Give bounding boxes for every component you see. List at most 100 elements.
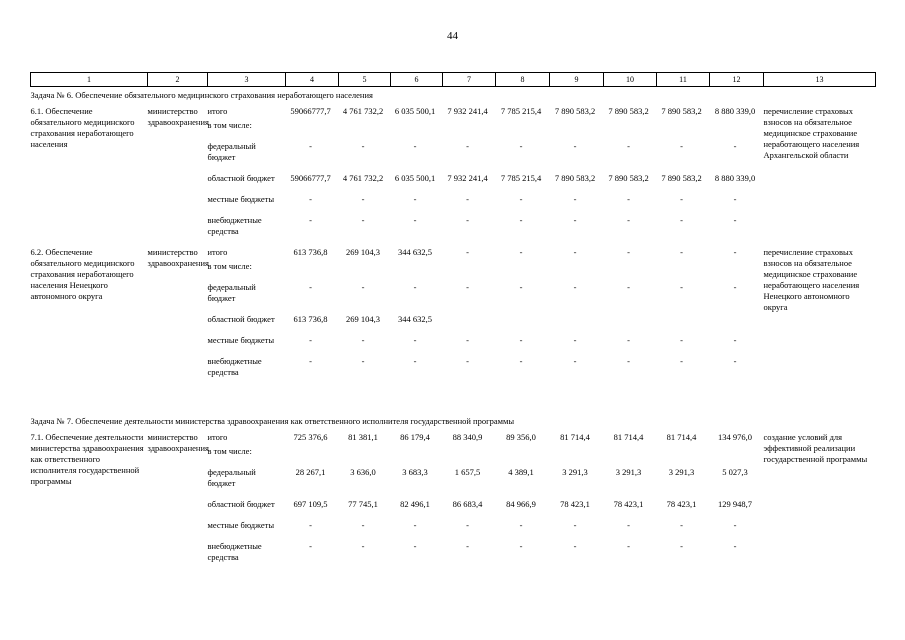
value-cell: - [309, 194, 312, 204]
value-cell [604, 314, 657, 335]
value-cell [443, 314, 496, 335]
value-cell: - [309, 215, 312, 225]
value-cell: - [413, 520, 417, 530]
value-cell: - [466, 356, 469, 366]
value-cell: - [519, 335, 523, 345]
value-cell: - [573, 520, 577, 530]
value-cell: - [309, 282, 312, 292]
value-cell: - [733, 541, 737, 551]
budget-line-label: местные бюджеты [207, 520, 275, 530]
column-number: 4 [285, 72, 339, 87]
budget-line-row: областной бюджет 697 109,5 77 745,1 82 496,… [31, 499, 876, 520]
value-cell: 89 356,0 [506, 432, 536, 442]
value-cell: - [680, 520, 683, 530]
executor: министерство здравоохранения [147, 432, 209, 453]
value-cell: 613 736,8 [293, 247, 328, 257]
value-cell: - [573, 541, 577, 551]
value-cell: - [361, 520, 365, 530]
value-cell: - [466, 141, 469, 151]
value-cell: 7 890 583,2 [554, 173, 596, 183]
value-cell: 86 179,4 [400, 432, 430, 442]
value-cell: - [309, 141, 312, 151]
column-number: 7 [442, 72, 496, 87]
value-cell: - [361, 141, 365, 151]
value-cell: 7 890 583,2 [554, 106, 596, 116]
value-cell: 88 340,9 [452, 432, 483, 442]
value-cell: - [309, 520, 312, 530]
value-cell [710, 314, 764, 335]
value-cell: 78 423,1 [613, 499, 644, 509]
value-cell: - [573, 215, 577, 225]
table-body: Задача № 6. Обеспечение обязательного ме… [31, 87, 876, 574]
value-cell: - [573, 335, 577, 345]
measure-name: 7.1. Обеспечение деятельности министерст… [30, 432, 144, 486]
value-cell: 3 683,3 [402, 467, 428, 477]
budget-line-label: областной бюджет [207, 499, 275, 509]
budget-line: местные бюджеты [208, 335, 286, 356]
value-cell: - [361, 356, 365, 366]
value-cell: 269 104,3 [346, 314, 380, 324]
value-cell: - [466, 282, 469, 292]
value-cell: - [733, 247, 737, 257]
budget-line-row: местные бюджеты - - - - - - - - - [31, 335, 876, 356]
budget-line-sublabel: в том числе: [207, 261, 252, 271]
budget-line-row: 7.1. Обеспечение деятельности министерст… [31, 432, 876, 486]
column-number: 10 [603, 72, 657, 87]
value-cell: - [573, 282, 577, 292]
value-cell: - [519, 541, 523, 551]
value-cell: - [680, 541, 683, 551]
value-cell: - [413, 282, 417, 292]
budget-line: итого в том числе: [208, 247, 286, 282]
value-cell: - [519, 282, 523, 292]
value-cell: - [627, 282, 630, 292]
value-cell: - [627, 194, 630, 204]
value-cell: - [361, 541, 365, 551]
budget-line-label: федеральный бюджет [207, 467, 256, 488]
value-cell: 1 657,5 [454, 467, 481, 477]
budget-line: областной бюджет [208, 173, 286, 194]
value-cell: 269 104,3 [346, 247, 380, 257]
value-cell: 725 376,6 [293, 432, 328, 442]
value-cell: 28 267,1 [295, 467, 326, 477]
column-number: 5 [338, 72, 391, 87]
value-cell: - [680, 141, 683, 151]
budget-line-row: федеральный бюджет - - - - - - - - - [31, 282, 876, 314]
executor: министерство здравоохранения [147, 106, 209, 127]
value-cell: - [466, 215, 469, 225]
table-header: 1 2 3 4 5 6 7 8 9 10 11 12 13 [30, 72, 876, 87]
budget-line-label: федеральный бюджет [207, 141, 256, 162]
value-cell: - [627, 141, 630, 151]
budget-line: итого в том числе: [208, 106, 286, 141]
value-cell: - [573, 194, 577, 204]
value-cell: - [466, 335, 469, 345]
column-number: 1 [30, 72, 148, 87]
value-cell: 59066777,7 [290, 106, 331, 116]
value-cell: - [733, 520, 737, 530]
budget-line-row: местные бюджеты - - - - - - - - - [31, 520, 876, 541]
value-cell: - [680, 356, 683, 366]
section-title: Задача № 6. Обеспечение обязательного ме… [30, 90, 373, 100]
value-cell: - [680, 247, 683, 257]
value-cell: - [680, 282, 683, 292]
value-cell: 3 291,3 [615, 467, 642, 477]
budget-line: местные бюджеты [208, 520, 286, 541]
expected-result: создание условий для эффективной реализа… [763, 432, 868, 464]
budget-line-label: областной бюджет [207, 173, 275, 183]
budget-line-row: федеральный бюджет 28 267,1 3 636,0 3 683,3… [31, 467, 876, 499]
value-cell: 86 683,4 [452, 499, 483, 509]
budget-line-row: 6.1. Обеспечение обязательного медицинск… [31, 106, 876, 160]
value-cell: - [413, 194, 417, 204]
measure-name: 6.1. Обеспечение обязательного медицинск… [30, 106, 135, 149]
column-number: 8 [495, 72, 550, 87]
budget-line-row: местные бюджеты - - - - - - - - - [31, 194, 876, 215]
value-cell: 6 035 500,1 [394, 106, 436, 116]
budget-line-sublabel: в том числе: [207, 446, 252, 456]
value-cell: - [413, 141, 417, 151]
budget-line-row: внебюджетные средства - - - - - - - - - [31, 215, 876, 247]
budget-line-label: внебюджетные средства [207, 541, 262, 562]
column-number: 12 [709, 72, 764, 87]
budget-line-label: внебюджетные средства [207, 215, 262, 236]
budget-line-label: федеральный бюджет [207, 282, 256, 303]
value-cell: 8 880 339,0 [714, 106, 756, 116]
